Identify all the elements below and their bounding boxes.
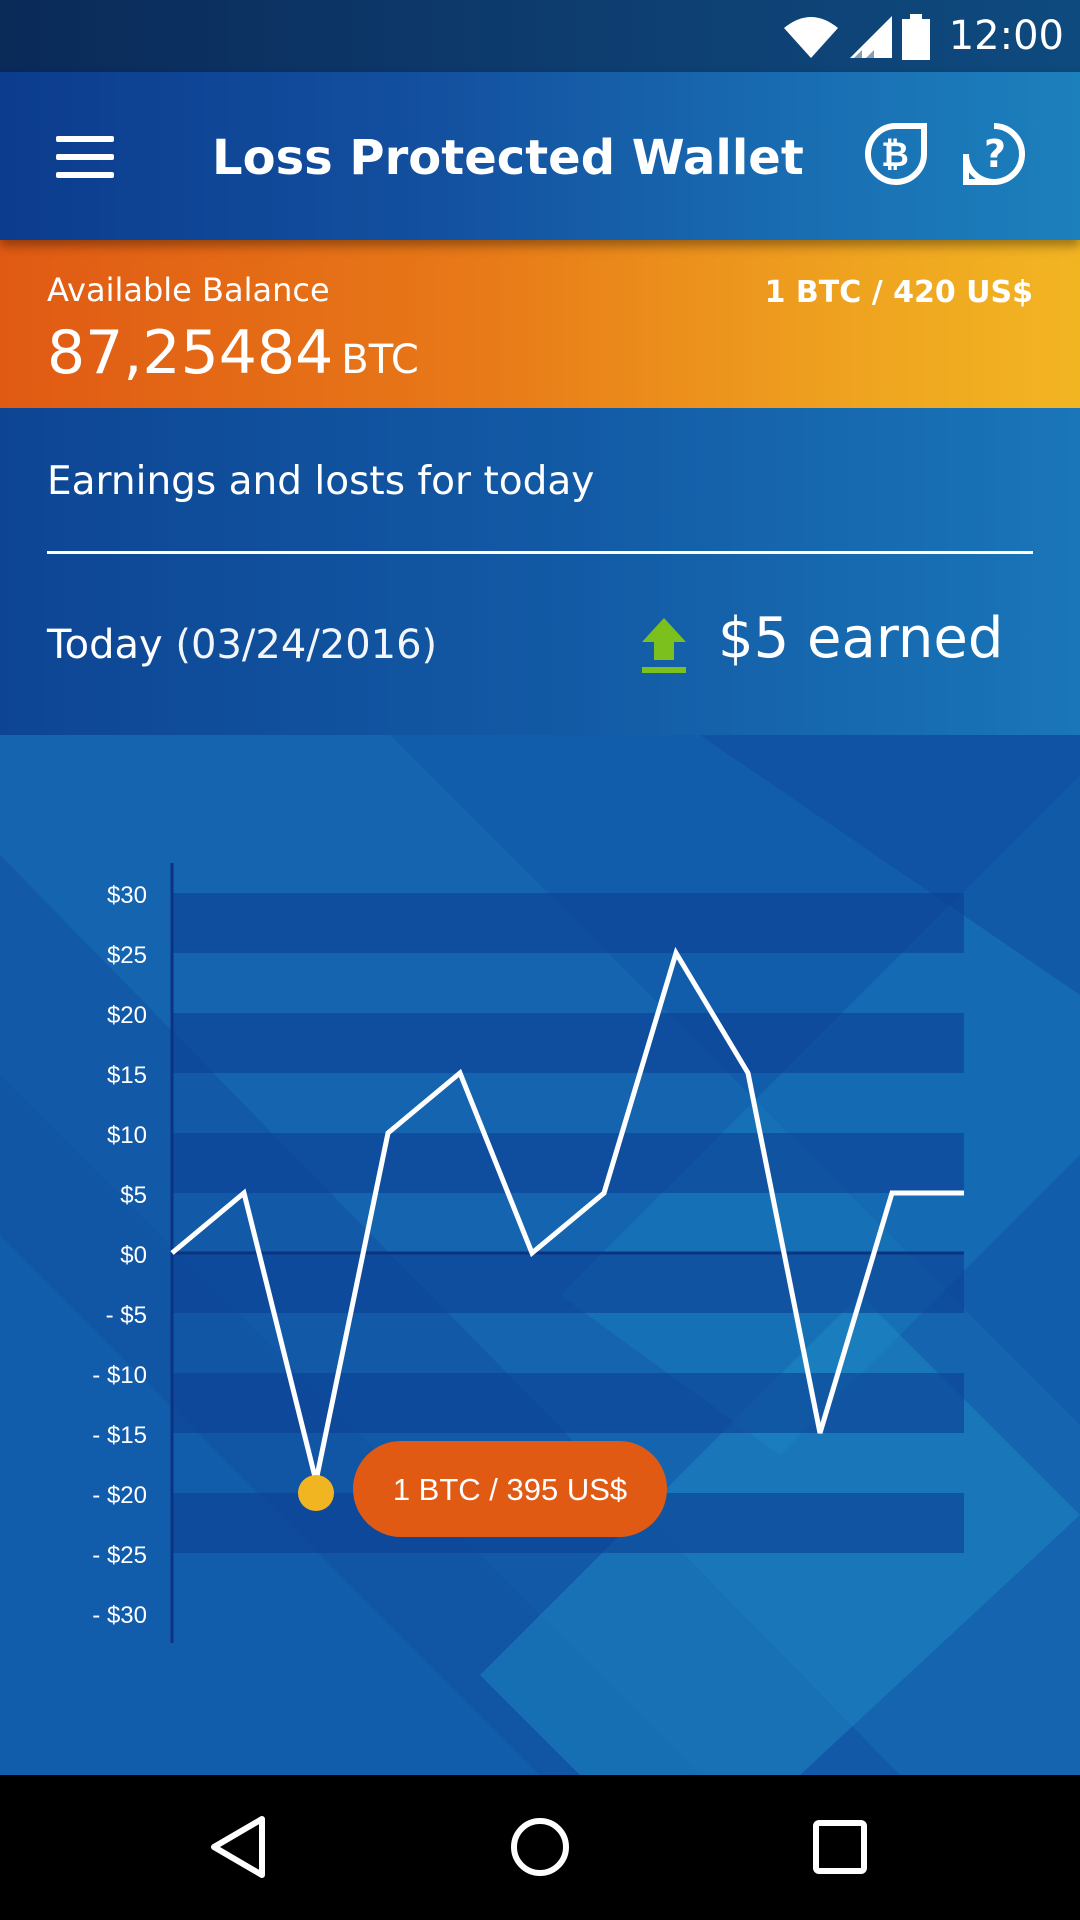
app-bar: Loss Protected Wallet ₿ ?: [0, 72, 1080, 240]
y-tick-label: $15: [107, 1062, 147, 1089]
summary-heading: Earnings and losts for today: [47, 459, 595, 504]
highlight-point[interactable]: [298, 1475, 334, 1511]
chart-area: $30 $25 $20 $15 $10 $5 $0 - $5 - $10 - $15 - $20 - …: [0, 735, 1080, 1775]
earnings-summary: Earnings and losts for today Today (03/2…: [0, 408, 1080, 735]
y-tick-label: - $5: [106, 1302, 147, 1329]
arrow-up-icon: [642, 618, 686, 673]
y-tick-label: - $10: [92, 1362, 147, 1389]
svg-text:₿: ₿: [881, 135, 909, 175]
y-tick-label: $25: [107, 942, 147, 969]
svg-text:?: ?: [984, 132, 1006, 176]
grid-band: [172, 1013, 964, 1073]
wifi-icon: [784, 17, 838, 58]
grid-band: [172, 893, 964, 953]
earned-amount: $5 earned: [718, 606, 1004, 671]
y-tick-label: - $30: [92, 1602, 147, 1629]
y-tick-label: $30: [107, 882, 147, 909]
y-tick-label: - $20: [92, 1482, 147, 1509]
grid-band: [172, 1253, 964, 1313]
signal-icon: [850, 16, 892, 58]
exchange-rate: 1 BTC / 420 US$: [764, 275, 1033, 310]
y-tick-label: $0: [120, 1242, 147, 1269]
balance-amount: 87,25484: [47, 318, 334, 388]
today-row: Today (03/24/2016): [47, 620, 437, 670]
grid-band: [172, 1133, 964, 1193]
y-tick-label: $10: [107, 1122, 147, 1149]
navigation-bar: [0, 1775, 1080, 1920]
y-tick-label: $20: [107, 1002, 147, 1029]
balance-card: Available Balance 87,25484 BTC 1 BTC / 42…: [0, 240, 1080, 408]
status-bar: 12:00: [0, 0, 1080, 72]
price-tooltip: 1 BTC / 395 US$: [353, 1441, 667, 1537]
today-label: Today: [47, 622, 163, 668]
tooltip-label: 1 BTC / 395 US$: [393, 1472, 627, 1507]
status-time: 12:00: [948, 13, 1064, 59]
y-tick-label: - $25: [92, 1542, 147, 1569]
series-line: [170, 946, 964, 1482]
battery-icon: [902, 14, 930, 60]
page-title: Loss Protected Wallet: [212, 130, 804, 186]
home-icon[interactable]: [500, 1807, 580, 1887]
balance-unit: BTC: [341, 337, 419, 383]
y-tick-label: $5: [120, 1182, 147, 1209]
bitcoin-icon[interactable]: ₿: [864, 122, 928, 186]
balance-value: 87,25484 BTC: [47, 318, 419, 395]
y-tick-label: - $15: [92, 1422, 147, 1449]
status-icons: [782, 14, 930, 60]
balance-label: Available Balance: [47, 271, 330, 309]
back-icon[interactable]: [200, 1807, 280, 1887]
recents-icon[interactable]: [800, 1807, 880, 1887]
earnings-chart: $30 $25 $20 $15 $10 $5 $0 - $5 - $10 - $15 - $20 - …: [0, 735, 1080, 1775]
help-icon[interactable]: ?: [962, 122, 1026, 186]
today-date: (03/24/2016): [175, 622, 438, 668]
divider: [47, 551, 1033, 554]
menu-icon[interactable]: [56, 136, 114, 178]
